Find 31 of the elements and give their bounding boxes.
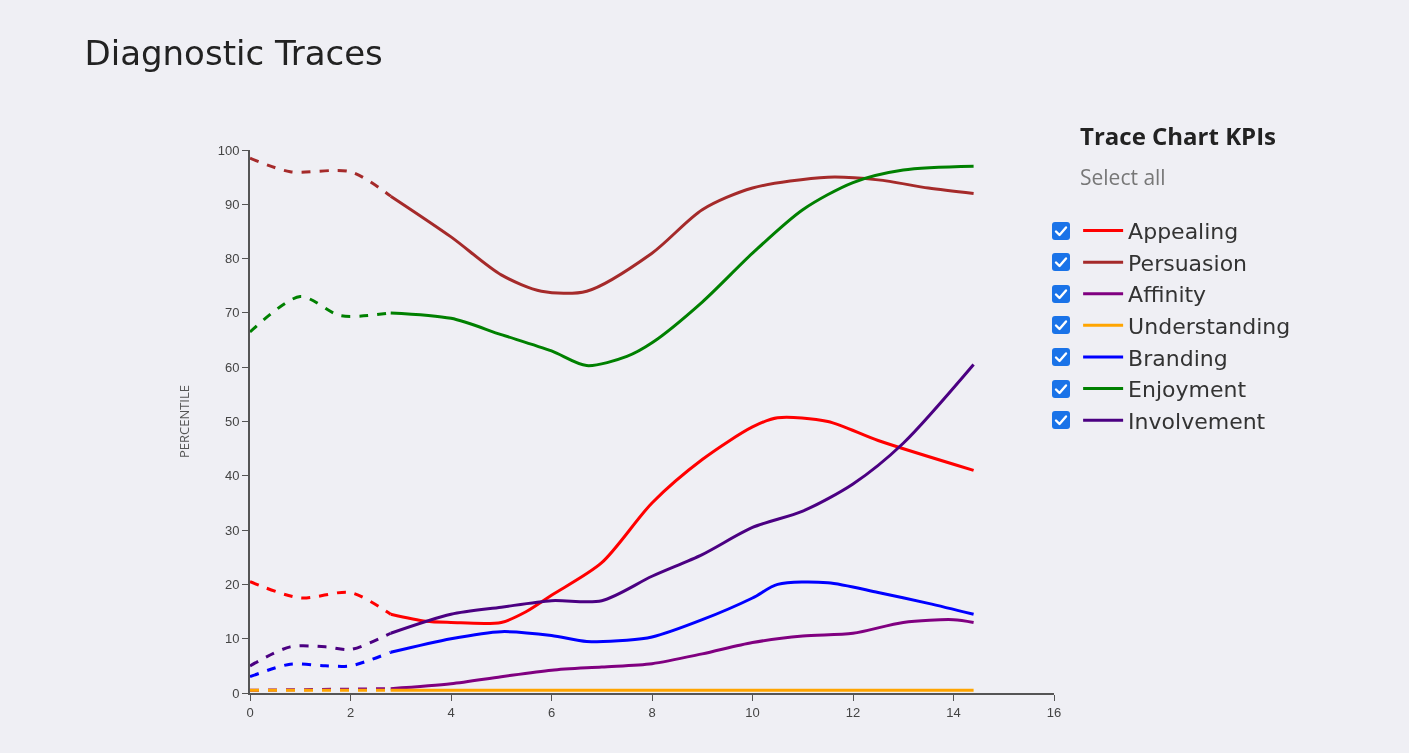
y-tick-label: 60 (224, 359, 240, 375)
y-tick-label: 80 (224, 251, 240, 267)
legend-label: Enjoyment (1128, 377, 1247, 403)
x-tick-label: 2 (346, 704, 355, 720)
legend-label: Persuasion (1128, 250, 1248, 276)
legend-label: Affinity (1128, 282, 1207, 308)
y-tick-label: 70 (224, 305, 240, 321)
y-tick-label: 90 (224, 196, 240, 212)
legend-label: Involvement (1128, 408, 1266, 434)
x-tick-label: 8 (648, 704, 656, 720)
legend-label: Branding (1128, 345, 1228, 371)
x-tick-label: 6 (547, 704, 556, 720)
x-tick-label: 12 (845, 704, 861, 720)
legend-label: Understanding (1128, 313, 1291, 339)
x-tick-label: 0 (246, 704, 254, 720)
y-tick-label: 20 (224, 576, 240, 592)
y-axis-title: PERCENTILE (175, 384, 194, 459)
x-tick-label: 4 (447, 704, 455, 720)
y-tick-label: 30 (224, 522, 240, 538)
legend-label: Appealing (1128, 219, 1239, 245)
y-tick-label: 0 (232, 685, 240, 701)
y-tick-label: 40 (224, 468, 240, 484)
y-tick-label: 50 (224, 414, 240, 430)
y-tick-label: 100 (217, 142, 240, 158)
legend-title: Trace Chart KPIs (1080, 119, 1277, 152)
text: Select all (1080, 163, 1166, 191)
chart-title: Diagnostic Traces (84, 32, 383, 73)
x-tick-label: 10 (745, 704, 760, 720)
x-tick-label: 14 (946, 704, 961, 720)
x-tick-label: 16 (1046, 704, 1062, 720)
y-tick-label: 10 (224, 631, 240, 647)
